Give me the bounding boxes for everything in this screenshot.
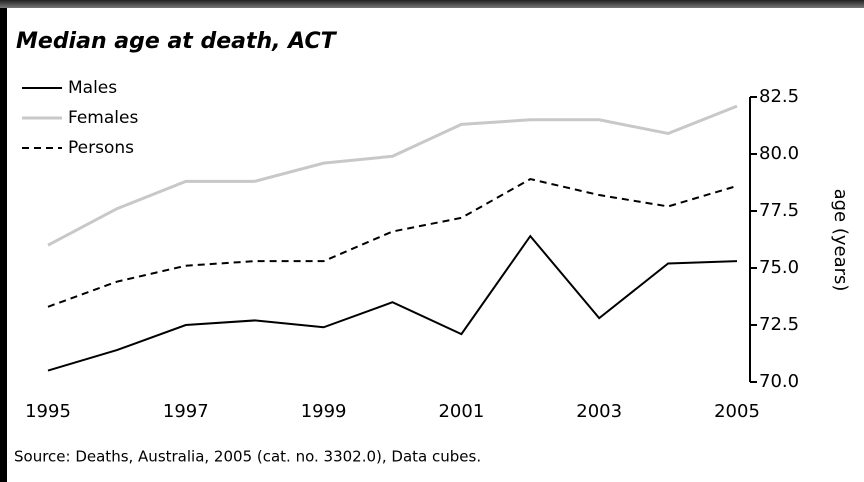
legend-label: Persons: [68, 138, 134, 158]
x-tick-label: 2005: [714, 401, 760, 422]
panel: [7, 8, 864, 482]
x-tick-label: 2001: [438, 401, 484, 422]
source-note: Source: Deaths, Australia, 2005 (cat. no…: [14, 448, 481, 466]
line-series: [47, 234, 738, 372]
chart-title: Median age at death, ACT: [16, 29, 338, 54]
y-tick-label: 77.5: [759, 200, 799, 221]
line-series: [47, 178, 738, 308]
x-tick-label: 1997: [163, 401, 209, 422]
x-tick-label: 1995: [25, 401, 71, 422]
line-series: [47, 104, 738, 247]
y-tick-label: 70.0: [759, 371, 799, 392]
x-tick-label: 2003: [576, 401, 622, 422]
y-tick-label: 72.5: [759, 314, 799, 335]
legend-label: Males: [68, 78, 117, 98]
y-tick-label: 75.0: [759, 257, 799, 278]
top-bar: [0, 0, 864, 8]
y-tick-label: 80.0: [759, 143, 799, 164]
y-axis-label: age (years): [830, 189, 851, 292]
y-tick-label: 82.5: [759, 86, 799, 107]
legend-label: Females: [68, 108, 138, 128]
x-tick-label: 1999: [301, 401, 347, 422]
